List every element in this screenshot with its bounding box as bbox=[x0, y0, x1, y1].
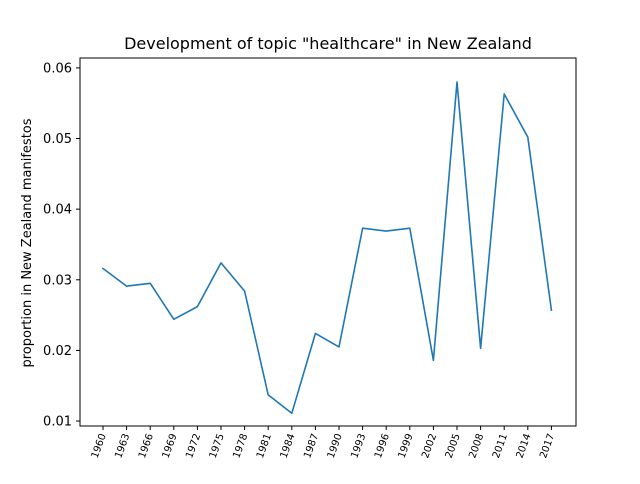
y-tick-label: 0.02 bbox=[43, 344, 72, 359]
y-tick-label: 0.04 bbox=[43, 203, 72, 218]
y-tick-label: 0.05 bbox=[43, 132, 72, 147]
y-tick-label: 0.06 bbox=[43, 61, 72, 76]
y-axis-label: proportion in New Zealand manifestos bbox=[20, 118, 35, 367]
chart-title: Development of topic "healthcare" in New… bbox=[124, 34, 532, 53]
y-tick-label: 0.03 bbox=[43, 273, 72, 288]
y-tick-label: 0.01 bbox=[43, 415, 72, 430]
